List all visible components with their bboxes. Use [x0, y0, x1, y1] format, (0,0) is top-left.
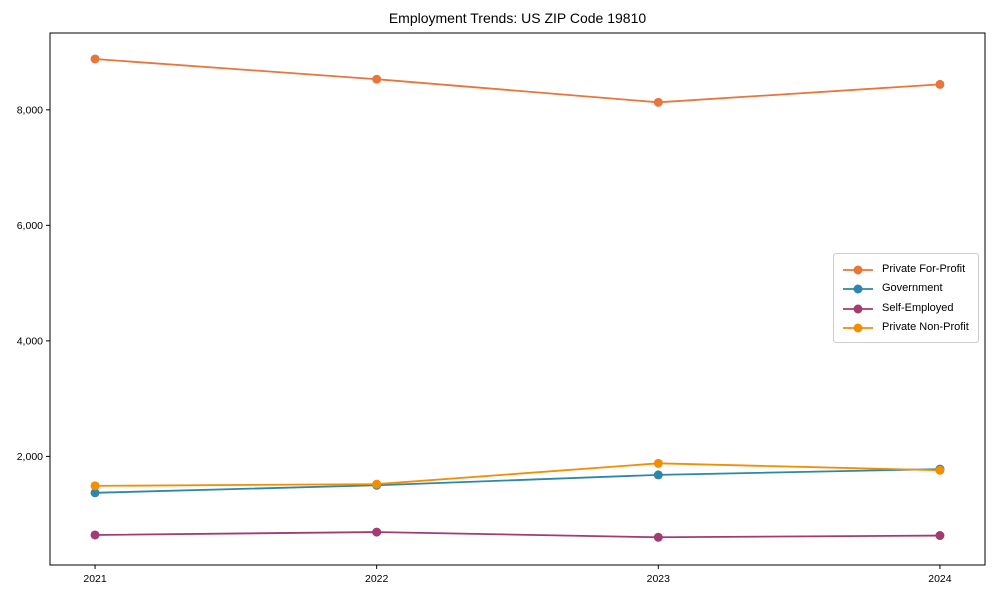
x-tick-label: 2021	[83, 573, 107, 585]
data-point	[372, 527, 382, 537]
legend-marker-icon	[842, 263, 874, 275]
data-point	[90, 481, 100, 491]
legend-item: Self-Employed	[842, 299, 970, 317]
legend-label: Private Non-Profit	[882, 321, 969, 334]
data-point	[372, 74, 382, 84]
plot-border	[49, 32, 986, 566]
data-point	[90, 530, 100, 540]
legend-marker-icon	[842, 321, 874, 333]
x-tick-label: 2024	[928, 573, 952, 585]
data-point	[90, 54, 100, 64]
series-line-self-employed	[94, 531, 941, 539]
series-line-private-for-profit	[94, 58, 941, 104]
y-tick-label: 2,000	[17, 451, 43, 463]
data-point	[935, 79, 945, 89]
data-point	[935, 531, 945, 541]
legend-item: Private Non-Profit	[842, 318, 970, 336]
y-tick-label: 8,000	[17, 105, 43, 117]
series-line-private-non-profit	[94, 462, 941, 487]
x-tick-label: 2023	[647, 573, 671, 585]
data-point	[653, 532, 663, 542]
legend-item: Private For-Profit	[842, 260, 970, 278]
data-point	[653, 470, 663, 480]
legend-marker-icon	[842, 302, 874, 314]
x-tick-label: 2022	[365, 573, 389, 585]
data-point	[90, 488, 100, 498]
data-point	[372, 479, 382, 489]
y-tick-label: 6,000	[17, 220, 43, 232]
legend-label: Self-Employed	[882, 301, 954, 314]
data-point	[935, 465, 945, 475]
series-line-government	[94, 468, 941, 494]
chart-title: Employment Trends: US ZIP Code 19810	[388, 10, 647, 26]
legend: Private For-Profit Government Self-Employe…	[833, 253, 979, 343]
legend-label: Private For-Profit	[882, 262, 966, 275]
legend-marker-icon	[842, 282, 874, 294]
data-point	[653, 97, 663, 107]
legend-label: Government	[882, 282, 943, 295]
data-point	[653, 458, 663, 468]
legend-item: Government	[842, 279, 970, 297]
y-tick-label: 4,000	[17, 336, 43, 348]
